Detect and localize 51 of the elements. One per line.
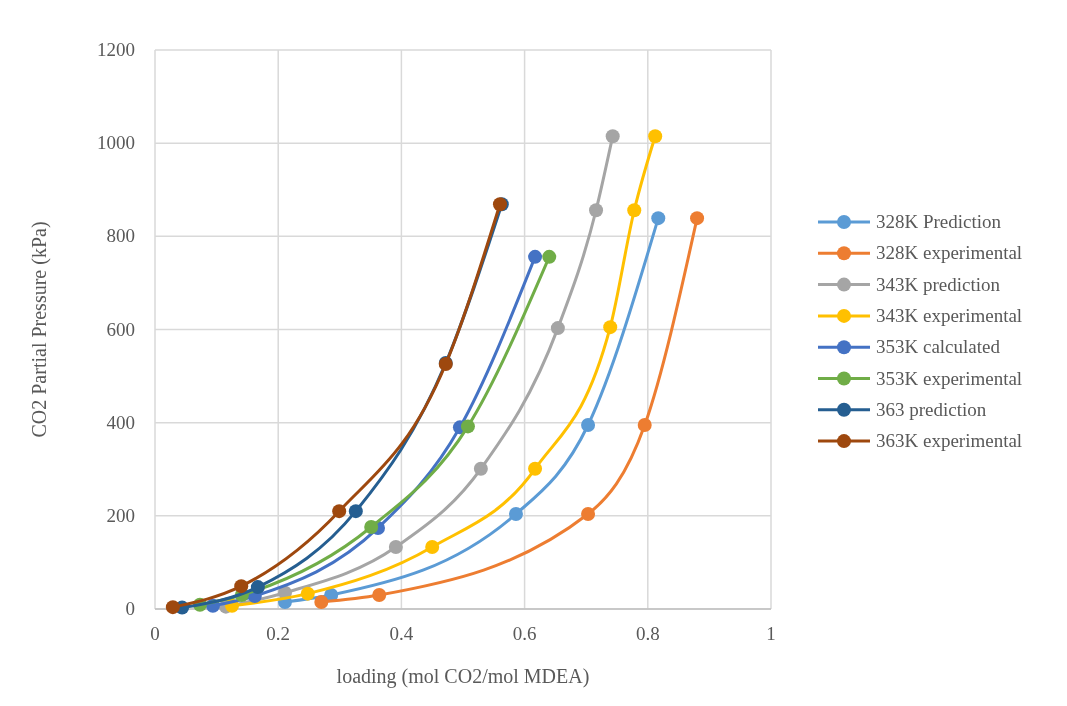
- legend-label: 353K experimental: [876, 367, 1023, 389]
- point: [603, 320, 618, 335]
- x-tick-label: 0.2: [266, 623, 291, 644]
- x-tick-label: 1: [766, 623, 776, 644]
- point: [234, 579, 249, 594]
- x-axis-title: loading (mol CO2/mol MDEA): [336, 665, 590, 688]
- point: [473, 461, 488, 476]
- point: [348, 504, 363, 519]
- y-tick-label: 1000: [97, 132, 135, 154]
- y-tick-label: 400: [106, 411, 135, 433]
- point: [542, 249, 557, 264]
- legend-label: 328K Prediction: [876, 211, 1002, 232]
- y-tick-label: 200: [106, 504, 135, 526]
- point: [690, 211, 705, 226]
- legend-label: 363 prediction: [876, 398, 987, 420]
- point: [364, 520, 379, 535]
- point: [508, 506, 523, 521]
- point: [528, 249, 543, 264]
- point: [460, 419, 475, 434]
- y-tick-label: 0: [125, 598, 135, 619]
- y-tick-label: 800: [106, 225, 135, 247]
- y-tick-label: 1200: [97, 39, 135, 60]
- point: [314, 595, 329, 610]
- legend-label: 363K experimental: [876, 430, 1023, 452]
- point: [589, 203, 604, 218]
- point: [332, 504, 347, 519]
- point: [637, 418, 652, 432]
- point: [648, 129, 663, 144]
- legend-label: 353K calculated: [876, 336, 1001, 358]
- point: [528, 461, 543, 476]
- point: [550, 321, 565, 336]
- point: [651, 211, 666, 226]
- point: [300, 586, 315, 601]
- point: [372, 588, 387, 603]
- point: [250, 580, 265, 595]
- point: [581, 418, 596, 432]
- x-tick-label: 0.4: [389, 623, 414, 644]
- y-axis-title: CO2 Partial Pressure (kPa): [28, 221, 51, 438]
- y-tick-label: 600: [106, 318, 135, 340]
- legend-label: 328K experimental: [876, 242, 1023, 264]
- point: [388, 540, 403, 555]
- point: [627, 203, 642, 218]
- x-tick-label: 0: [150, 623, 160, 644]
- legend-label: 343K experimental: [876, 304, 1023, 326]
- x-tick-label: 0.6: [512, 623, 537, 644]
- point: [165, 600, 180, 615]
- point: [581, 506, 596, 521]
- x-tick-label: 0.8: [635, 623, 660, 644]
- point: [425, 540, 440, 555]
- point: [605, 129, 620, 144]
- legend-label: 343K prediction: [876, 273, 1001, 295]
